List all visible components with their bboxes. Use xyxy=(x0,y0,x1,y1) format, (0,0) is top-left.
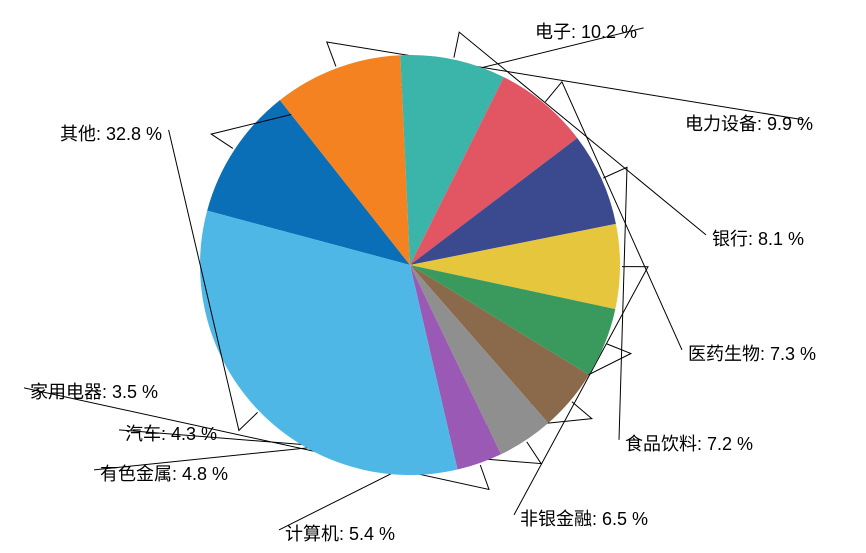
pie-label-非银金融: 非银金融: 6.5 % xyxy=(520,505,648,531)
pie-label-计算机: 计算机: 5.4 % xyxy=(285,520,395,546)
pie-label-电力设备: 电力设备: 9.9 % xyxy=(685,110,813,136)
pie-label-银行: 银行: 8.1 % xyxy=(712,225,804,251)
pie-label-有色金属: 有色金属: 4.8 % xyxy=(100,460,228,486)
pie-label-食品饮料: 食品饮料: 7.2 % xyxy=(625,430,753,456)
pie-chart: 电子: 10.2 % 电力设备: 9.9 % 银行: 8.1 % 医药生物: 7.3 … xyxy=(0,0,866,553)
pie-label-汽车: 汽车: 4.3 % xyxy=(125,420,217,446)
pie-label-其他: 其他: 32.8 % xyxy=(60,120,162,146)
pie-label-家用电器: 家用电器: 3.5 % xyxy=(30,378,158,404)
pie-label-医药生物: 医药生物: 7.3 % xyxy=(688,340,816,366)
pie-label-电子: 电子: 10.2 % xyxy=(535,18,637,44)
